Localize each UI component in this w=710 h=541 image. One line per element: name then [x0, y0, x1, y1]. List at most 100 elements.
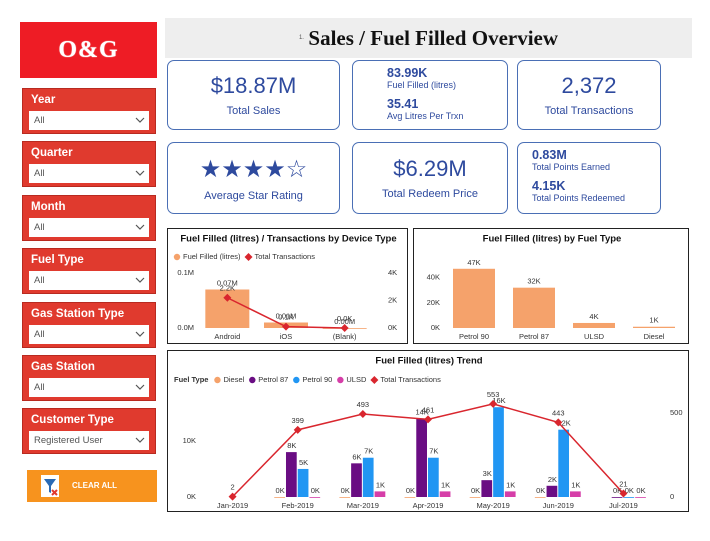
line-marker	[424, 415, 432, 424]
filter-card: Year All	[22, 88, 156, 134]
bar	[297, 468, 309, 497]
kpi-value: 0.83M	[532, 148, 567, 162]
bar	[453, 268, 495, 328]
data-label: 47K	[467, 258, 480, 267]
data-label: 2.2K	[220, 284, 235, 293]
chart-panel: Fuel Filled (litres) / Transactions by D…	[167, 228, 408, 344]
bar	[633, 326, 675, 328]
bar	[546, 485, 558, 497]
bar	[339, 497, 351, 498]
chevron-path	[135, 331, 145, 337]
chevron	[135, 277, 145, 284]
data-label: 0.07M	[217, 278, 238, 287]
bar	[570, 491, 581, 497]
bar	[573, 322, 615, 328]
chart-title: Fuel Filled (litres) by Fuel Type	[483, 234, 622, 245]
data-label: 7K	[429, 447, 438, 456]
data-label: 0K	[341, 486, 350, 495]
bar	[309, 497, 321, 498]
chart-title: Fuel Filled (litres) Trend	[375, 356, 482, 367]
filter-select[interactable]: All	[29, 271, 149, 291]
filter-select[interactable]: All	[29, 111, 149, 130]
line-marker	[340, 324, 349, 332]
filter-select[interactable]: All	[29, 324, 149, 344]
data-label: 12K	[557, 419, 570, 428]
data-label: 2	[230, 483, 234, 492]
data-label: 21	[619, 479, 627, 488]
chevron	[135, 117, 145, 123]
kpi-value: 35.41	[387, 97, 419, 111]
filter-label: Year	[31, 94, 56, 106]
tick-label: 0K	[187, 492, 196, 501]
chart-title: Fuel Filled (litres) / Transactions by D…	[180, 234, 396, 245]
data-label: 553	[487, 390, 500, 399]
kpi-label: Avg Litres Per Trxn	[387, 111, 464, 121]
kpi-card: $18.87M Total Sales	[167, 60, 340, 130]
x-tick-label: Diesel	[644, 332, 665, 341]
kpi-value: 83.99K	[387, 66, 428, 80]
data-label: 5K	[299, 458, 308, 467]
filter-label: Gas Station Type	[31, 307, 125, 320]
data-label: 0K	[613, 486, 622, 495]
x-tick-label: Android	[214, 332, 240, 341]
kpi-label: Average Star Rating	[204, 189, 303, 202]
tick-label: 0.1M	[177, 268, 194, 277]
filter-label: Customer Type	[31, 414, 114, 427]
bar	[493, 407, 504, 497]
data-label: 0.01M	[276, 311, 297, 320]
data-label: 1K	[441, 480, 450, 489]
kpi-value: 4.15K	[532, 179, 566, 193]
x-tick-label: Petrol 90	[459, 332, 489, 341]
chevron	[135, 437, 145, 444]
x-tick-label: Jan-2019	[217, 501, 248, 510]
filter-card: Gas Station All	[22, 355, 156, 401]
chevron-path	[135, 170, 145, 177]
clear-all-button[interactable]: CLEAR ALL	[27, 470, 157, 502]
data-label: 0K	[406, 486, 415, 495]
data-label: 8K	[287, 441, 296, 450]
data-label: 16K	[492, 396, 505, 405]
legend-marker	[214, 376, 221, 384]
legend-label: Diesel	[223, 375, 244, 384]
bar	[534, 497, 546, 498]
filter-select[interactable]: All	[29, 164, 149, 184]
tick-label: 40K	[427, 273, 440, 282]
tick-label: 0.0M	[177, 323, 194, 332]
filter-card: Customer Type Registered User	[22, 408, 156, 455]
page-title: Sales / Fuel Filled Overview	[308, 26, 559, 50]
legend-marker	[293, 376, 300, 384]
filter-card: Month All	[22, 194, 156, 241]
chart-panel: Fuel Filled (litres) by Fuel Type 0K 20K 40…	[413, 228, 689, 344]
chart: Fuel Filled (litres) Trend 0K 10K 0 500 Jan-2…	[174, 356, 683, 510]
bar	[374, 491, 386, 497]
x-tick-label: Feb-2019	[282, 501, 314, 510]
button-label: CLEAR ALL	[72, 481, 118, 490]
legend-label: ULSD	[346, 375, 367, 384]
kpi-card: 0.83M Total Points Earned 4.15K Total Po…	[517, 142, 661, 214]
bar	[404, 497, 416, 498]
data-label: 0K	[276, 486, 285, 495]
legend-marker	[249, 376, 256, 384]
data-label: 0.1K	[278, 313, 293, 322]
kpi-value: $6.29M	[393, 156, 467, 181]
bar	[558, 429, 570, 497]
tick-label: 10K	[183, 436, 196, 445]
data-label: 32K	[527, 277, 540, 286]
chevron	[135, 224, 145, 230]
data-label: 0K	[311, 486, 320, 495]
x-tick-label: Jun-2019	[543, 501, 574, 510]
bar	[274, 497, 285, 498]
line-marker	[489, 399, 498, 408]
filter-label: Quarter	[31, 147, 73, 160]
filter-select[interactable]: All	[29, 378, 149, 397]
filter-select[interactable]: All	[29, 217, 149, 237]
bar	[428, 457, 439, 497]
chevron-path	[135, 437, 145, 444]
tick-label: 500	[670, 408, 683, 417]
chevron-path	[135, 224, 145, 230]
filter-select[interactable]: Registered User	[29, 431, 149, 451]
data-label: 0K	[471, 486, 480, 495]
data-label: 7K	[364, 447, 373, 456]
data-label: 493	[357, 400, 370, 409]
